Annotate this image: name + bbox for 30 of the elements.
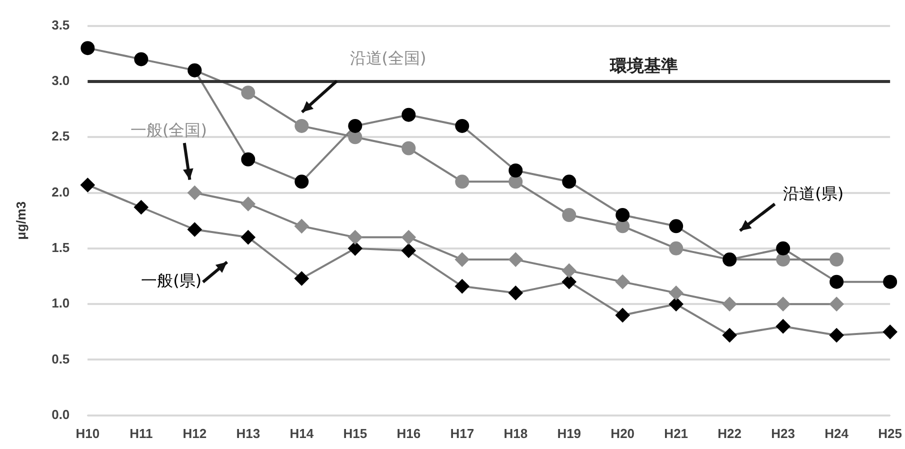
y-tick-label: 0.0: [52, 406, 70, 422]
x-tick-label: H20: [610, 426, 635, 441]
x-tick-label: H10: [76, 426, 100, 441]
x-tick-label: H18: [504, 426, 528, 441]
x-tick-label: H14: [290, 426, 314, 441]
x-tick-label: H21: [664, 426, 688, 441]
y-tick-label: 1.5: [52, 240, 70, 256]
text: 一般(県): [141, 270, 202, 290]
x-tick-label: H19: [557, 426, 582, 441]
x-tick-label: H22: [718, 426, 742, 441]
y-tick-label: 1.0: [52, 296, 70, 311]
y-tick-label: 2.5: [52, 128, 70, 144]
x-tick-label: H12: [182, 426, 207, 441]
y-tick-label: 2.0: [52, 184, 70, 200]
y-tick-label: 3.0: [52, 73, 70, 88]
x-tick-label: H13: [236, 426, 260, 441]
x-tick-label: H16: [396, 426, 421, 441]
y-tick-label: 0.5: [52, 351, 70, 366]
y-tick-label: 3.5: [52, 17, 70, 32]
y-axis-title: μg/m3: [13, 201, 28, 240]
ref-line-label: 環境基準: [609, 56, 678, 76]
x-tick-label: H25: [878, 426, 902, 441]
x-tick-label: H11: [130, 426, 153, 441]
x-tick-label: H23: [771, 426, 796, 441]
text: 一般(全国): [130, 120, 207, 140]
x-tick-label: H15: [343, 426, 368, 441]
x-tick-label: H17: [450, 426, 474, 441]
text: 沿道(全国): [350, 48, 426, 68]
x-tick-label: H24: [824, 426, 850, 441]
text: 沿道(県): [783, 184, 844, 204]
